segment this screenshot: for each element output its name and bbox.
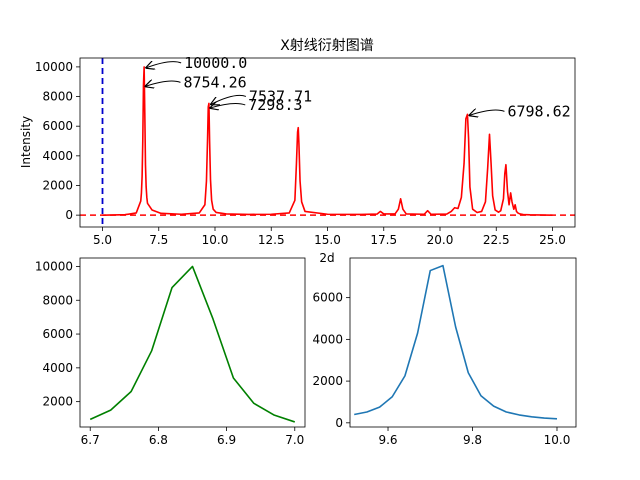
zoom-left-ytick-label: 2000 xyxy=(42,395,73,409)
main-xtick-label: 25.0 xyxy=(539,233,566,247)
main-ytick-label: 2000 xyxy=(42,178,73,192)
main-ytick-label: 8000 xyxy=(42,90,73,104)
main-xtick-label: 15.0 xyxy=(314,233,341,247)
main-annotation-label: 7298.3 xyxy=(248,96,302,114)
zoom-left-xtick-label: 6.7 xyxy=(81,433,100,447)
zoom-left-ytick-label: 10000 xyxy=(35,259,73,273)
main-xtick-label: 7.5 xyxy=(149,233,168,247)
main-chart-title: X射线衍射图谱 xyxy=(280,38,374,54)
main-frame xyxy=(79,57,576,228)
zoom-chart-left: 6.7 6.8 6.9 7.0 2000 4000 6000 8000 10000 xyxy=(35,257,306,447)
zoom-right-ytick-label: 4000 xyxy=(312,332,343,346)
zoom-right-ytick-label: 6000 xyxy=(312,291,343,305)
main-annotation-label: 10000.0 xyxy=(184,54,247,72)
main-annotation-arrow xyxy=(211,94,247,104)
zoom-right-xtick-label: 9.6 xyxy=(378,433,397,447)
main-chart: X射线衍射图谱 Intensity 5.0 7.5 10.0 12.5 15.0 17.5… xyxy=(19,38,576,247)
main-annotation-arrow xyxy=(146,62,182,68)
zoom-right-series-line xyxy=(354,264,558,420)
zoom-left-xtick-label: 6.9 xyxy=(217,433,236,447)
main-xtick-label: 17.5 xyxy=(370,233,397,247)
zoom-right-ytick-label: 0 xyxy=(335,416,343,430)
main-annotation-label: 7537.71 xyxy=(249,87,312,105)
zoom-left-ytick-label: 6000 xyxy=(42,327,73,341)
main-ytick-label: 4000 xyxy=(42,149,73,163)
zoom-right-xtick-label: 9.8 xyxy=(463,433,482,447)
main-ytick-label: 6000 xyxy=(42,119,73,133)
zoom-right-ytick-label: 2000 xyxy=(312,374,343,388)
zoom-chart-right-title: 2d xyxy=(319,251,334,265)
zoom-left-ytick-label: 8000 xyxy=(42,293,73,307)
main-xtick-label: 10.0 xyxy=(202,233,229,247)
main-ytick-label: 0 xyxy=(65,208,73,222)
main-xtick-label: 5.0 xyxy=(93,233,112,247)
zoom-chart-right: 2d 9.6 9.8 10.0 0 2000 4000 6000 xyxy=(312,251,577,447)
main-annotation-label: 6798.62 xyxy=(507,102,570,120)
main-xtick-label: 22.5 xyxy=(483,233,510,247)
main-xtick-label: 20.0 xyxy=(427,233,454,247)
main-annotation-arrow xyxy=(210,103,246,107)
zoom-left-ytick-label: 4000 xyxy=(42,361,73,375)
main-chart-ylabel: Intensity xyxy=(19,116,33,168)
zoom-right-frame xyxy=(349,257,577,428)
main-annotation-arrow xyxy=(469,110,505,115)
main-annotation-arrow xyxy=(145,81,181,86)
zoom-left-series-line xyxy=(89,265,296,423)
main-annotation-label: 8754.26 xyxy=(183,73,246,91)
main-ytick-label: 10000 xyxy=(35,60,73,74)
zoom-left-frame xyxy=(79,257,306,428)
zoom-left-xtick-label: 6.8 xyxy=(149,433,168,447)
zoom-right-xtick-label: 10.0 xyxy=(544,433,571,447)
zoom-left-xtick-label: 7.0 xyxy=(285,433,304,447)
main-series-line xyxy=(102,66,553,216)
main-xtick-label: 12.5 xyxy=(258,233,285,247)
